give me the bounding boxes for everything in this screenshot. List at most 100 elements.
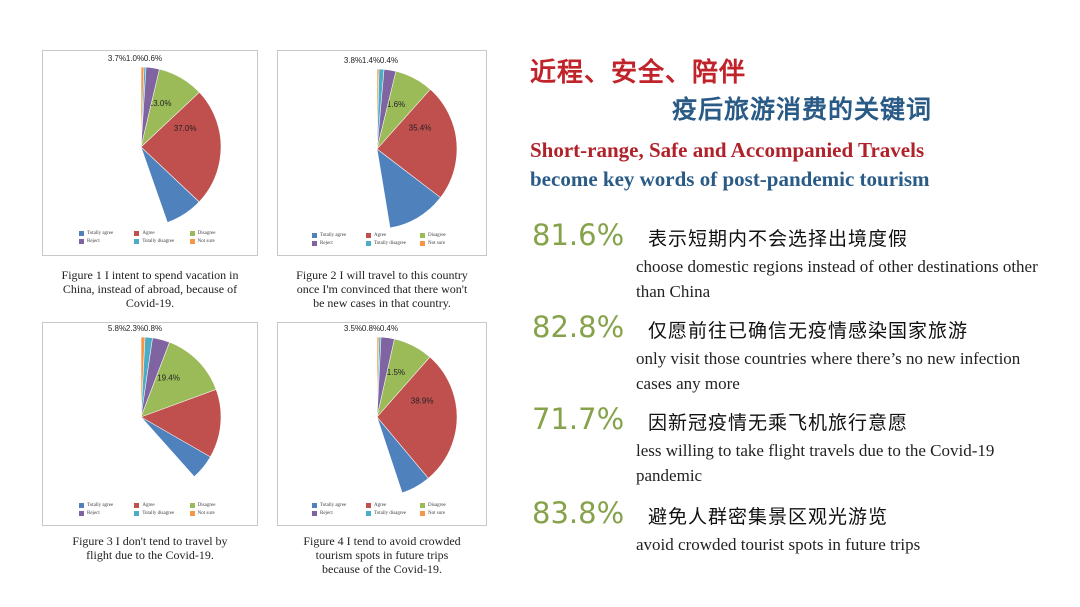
legend-swatch xyxy=(420,503,425,508)
pie-slice-not-sure xyxy=(140,66,145,148)
stat-percentage: 71.7% xyxy=(532,402,625,436)
pie-data-label: 3.7% xyxy=(108,54,126,63)
legend-item: Not sure xyxy=(420,511,468,516)
legend-label: Disagree xyxy=(428,503,446,508)
legend-item: Not sure xyxy=(420,241,468,246)
caption-line: because of the Covid-19. xyxy=(322,562,442,576)
legend-label: Totally disagree xyxy=(142,239,175,244)
legend-item: Totally agree xyxy=(79,231,128,236)
pie-slice-not-sure xyxy=(140,336,146,418)
legend-label: Not sure xyxy=(428,511,446,516)
pie-chart-3: 38.4%33.3%19.4%5.8%2.3%0.8% Totally agre… xyxy=(42,322,258,526)
stat-chinese-text: 仅愿前往已确信无疫情感染国家旅游 xyxy=(648,320,969,342)
caption-line: Covid-19. xyxy=(125,296,175,310)
legend-swatch xyxy=(420,241,425,246)
legend-item: Totally agree xyxy=(312,233,360,238)
stat-chinese-text: 避免人群密集景区观光游览 xyxy=(648,506,889,528)
legend-item: Disagree xyxy=(189,231,239,236)
heading-en-line2: become key words of post-pandemic touris… xyxy=(530,167,930,191)
pie-data-label: 11.5% xyxy=(383,368,405,377)
pie-data-label: 0.4% xyxy=(380,324,398,333)
legend-swatch xyxy=(366,241,371,246)
legend-item: Agree xyxy=(134,503,183,508)
stat-percentage: 82.8% xyxy=(532,310,625,344)
pie-data-label: 0.8% xyxy=(362,324,380,333)
pie-data-label: 37.0% xyxy=(174,124,197,133)
legend-item: Reject xyxy=(79,511,128,516)
caption-line: be new cases in that country. xyxy=(313,296,451,310)
figure-4-caption: Figure 4 I tend to avoid crowded tourism… xyxy=(272,534,492,576)
legend-label: Totally agree xyxy=(320,233,347,238)
legend-swatch xyxy=(79,511,84,516)
pie-chart-2: 47.4%35.4%11.6%3.8%1.4%0.4% Totally agre… xyxy=(277,50,487,256)
caption-line: tourism spots in future trips xyxy=(315,548,449,562)
pie-data-label: 2.3% xyxy=(126,324,144,333)
legend-swatch xyxy=(134,511,140,516)
legend-label: Totally disagree xyxy=(374,511,406,516)
legend-item: Reject xyxy=(79,239,128,244)
legend-label: Totally agree xyxy=(87,231,114,236)
legend-swatch xyxy=(134,503,140,508)
legend-item: Totally agree xyxy=(312,503,360,508)
legend-swatch xyxy=(312,511,317,516)
legend-label: Not sure xyxy=(197,239,215,244)
heading-en-line1: Short-range, Safe and Accompanied Travel… xyxy=(530,138,925,162)
legend-item: Disagree xyxy=(420,503,468,508)
stat-english-text: avoid crowded tourist spots in future tr… xyxy=(636,535,921,554)
figure-3-caption: Figure 3 I don't tend to travel by fligh… xyxy=(40,534,260,562)
pie-chart-4: 44.9%38.9%11.5%3.5%0.8%0.4% Totally agre… xyxy=(277,322,487,526)
legend-label: Reject xyxy=(87,511,100,516)
legend-swatch xyxy=(189,503,195,508)
stat-english-text: choose domestic regions instead of other… xyxy=(636,257,1038,301)
pie-chart-1-svg: 44.6%37.0%13.0%3.7%1.0%0.6% xyxy=(108,54,222,223)
legend-swatch xyxy=(366,511,371,516)
legend-item: Totally disagree xyxy=(366,241,414,246)
legend-swatch xyxy=(420,511,425,516)
pie-data-label: 0.8% xyxy=(144,324,162,333)
legend-label: Reject xyxy=(320,511,333,516)
legend-swatch xyxy=(312,241,317,246)
legend-label: Agree xyxy=(374,233,387,238)
legend-swatch xyxy=(366,233,371,238)
pie-slice-not-sure xyxy=(376,336,380,418)
pie-chart-4-legend: Totally agree Agree Disagree Reject Totally … xyxy=(312,503,468,516)
legend-label: Disagree xyxy=(428,233,446,238)
heading-cn-line2: 疫后旅游消费的关键词 xyxy=(672,95,933,124)
legend-label: Not sure xyxy=(197,511,215,516)
legend-item: Totally disagree xyxy=(366,511,414,516)
pie-chart-3-svg: 38.4%33.3%19.4%5.8%2.3%0.8% xyxy=(108,324,222,478)
caption-line: Figure 1 I intent to spend vacation in xyxy=(61,268,239,282)
legend-swatch xyxy=(79,503,84,508)
pie-data-label: 35.4% xyxy=(409,124,432,133)
stat-chinese-text: 因新冠疫情无乘飞机旅行意愿 xyxy=(648,412,909,434)
legend-label: Disagree xyxy=(197,231,216,236)
pie-data-label: 11.6% xyxy=(383,100,405,109)
legend-item: Not sure xyxy=(189,511,239,516)
legend-item: Agree xyxy=(366,503,414,508)
figure-2-caption: Figure 2 I will travel to this country o… xyxy=(272,268,492,310)
pie-data-label: 0.6% xyxy=(144,54,162,63)
legend-swatch xyxy=(79,231,84,236)
pie-data-label: 19.4% xyxy=(157,374,180,383)
caption-line: Figure 4 I tend to avoid crowded xyxy=(303,534,461,548)
legend-item: Reject xyxy=(312,241,360,246)
caption-line: once I'm convinced that there won't xyxy=(296,282,468,296)
pie-chart-2-svg: 47.4%35.4%11.6%3.8%1.4%0.4% xyxy=(344,56,458,229)
legend-label: Agree xyxy=(142,503,155,508)
caption-line: Figure 3 I don't tend to travel by xyxy=(72,534,228,548)
legend-swatch xyxy=(189,239,195,244)
legend-item: Not sure xyxy=(189,239,239,244)
legend-item: Totally agree xyxy=(79,503,128,508)
legend-item: Reject xyxy=(312,511,360,516)
stat-english-text: only visit those countries where there’s… xyxy=(636,349,1021,393)
stat-percentage: 83.8% xyxy=(532,496,625,530)
legend-item: Agree xyxy=(366,233,414,238)
stat-chinese-text: 表示短期内不会选择出境度假 xyxy=(648,228,909,250)
legend-swatch xyxy=(134,239,140,244)
pie-chart-2-legend: Totally agree Agree Disagree Reject Totally … xyxy=(312,233,468,246)
legend-swatch xyxy=(189,231,195,236)
legend-label: Totally agree xyxy=(320,503,347,508)
legend-swatch xyxy=(420,233,425,238)
legend-label: Totally agree xyxy=(87,503,114,508)
stat-percentage: 81.6% xyxy=(532,218,625,252)
